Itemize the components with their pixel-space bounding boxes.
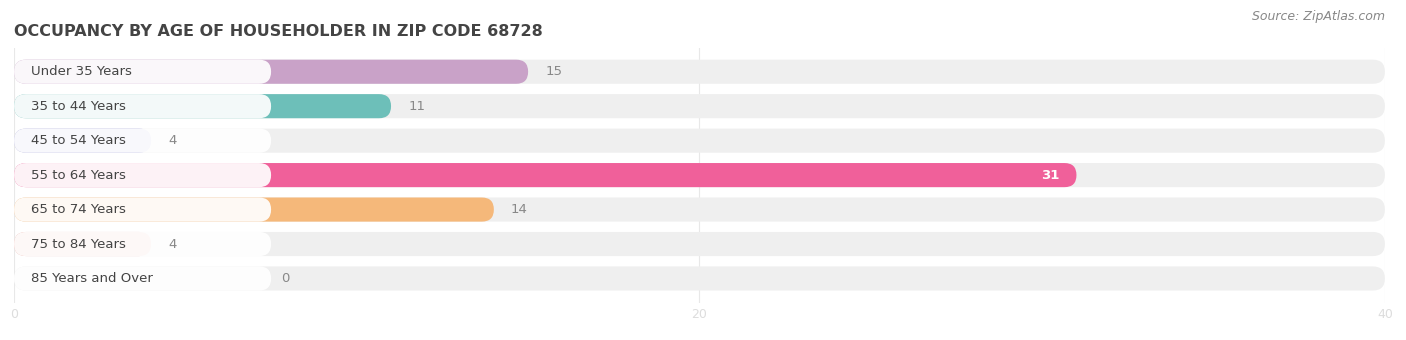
Text: 4: 4 xyxy=(169,134,177,147)
FancyBboxPatch shape xyxy=(14,129,152,153)
FancyBboxPatch shape xyxy=(14,163,271,187)
FancyBboxPatch shape xyxy=(14,198,271,222)
FancyBboxPatch shape xyxy=(14,232,271,256)
FancyBboxPatch shape xyxy=(14,163,1077,187)
Text: Source: ZipAtlas.com: Source: ZipAtlas.com xyxy=(1251,10,1385,23)
FancyBboxPatch shape xyxy=(14,198,1385,222)
FancyBboxPatch shape xyxy=(14,267,271,291)
Text: 0: 0 xyxy=(281,272,290,285)
FancyBboxPatch shape xyxy=(14,94,271,118)
FancyBboxPatch shape xyxy=(14,129,1385,153)
Text: 11: 11 xyxy=(408,100,425,113)
FancyBboxPatch shape xyxy=(14,59,271,84)
Text: Under 35 Years: Under 35 Years xyxy=(31,65,132,78)
Text: 55 to 64 Years: 55 to 64 Years xyxy=(31,169,127,182)
FancyBboxPatch shape xyxy=(14,232,152,256)
Text: 15: 15 xyxy=(546,65,562,78)
Text: 75 to 84 Years: 75 to 84 Years xyxy=(31,238,127,251)
FancyBboxPatch shape xyxy=(14,267,1385,291)
Text: 35 to 44 Years: 35 to 44 Years xyxy=(31,100,127,113)
FancyBboxPatch shape xyxy=(14,232,1385,256)
FancyBboxPatch shape xyxy=(14,129,271,153)
FancyBboxPatch shape xyxy=(14,59,529,84)
Text: 4: 4 xyxy=(169,238,177,251)
Text: 65 to 74 Years: 65 to 74 Years xyxy=(31,203,127,216)
FancyBboxPatch shape xyxy=(14,94,391,118)
FancyBboxPatch shape xyxy=(14,198,494,222)
Text: 14: 14 xyxy=(510,203,527,216)
Text: 85 Years and Over: 85 Years and Over xyxy=(31,272,153,285)
Text: 45 to 54 Years: 45 to 54 Years xyxy=(31,134,127,147)
FancyBboxPatch shape xyxy=(14,94,1385,118)
Text: 31: 31 xyxy=(1040,169,1059,182)
FancyBboxPatch shape xyxy=(14,163,1385,187)
FancyBboxPatch shape xyxy=(14,59,1385,84)
Text: OCCUPANCY BY AGE OF HOUSEHOLDER IN ZIP CODE 68728: OCCUPANCY BY AGE OF HOUSEHOLDER IN ZIP C… xyxy=(14,24,543,39)
